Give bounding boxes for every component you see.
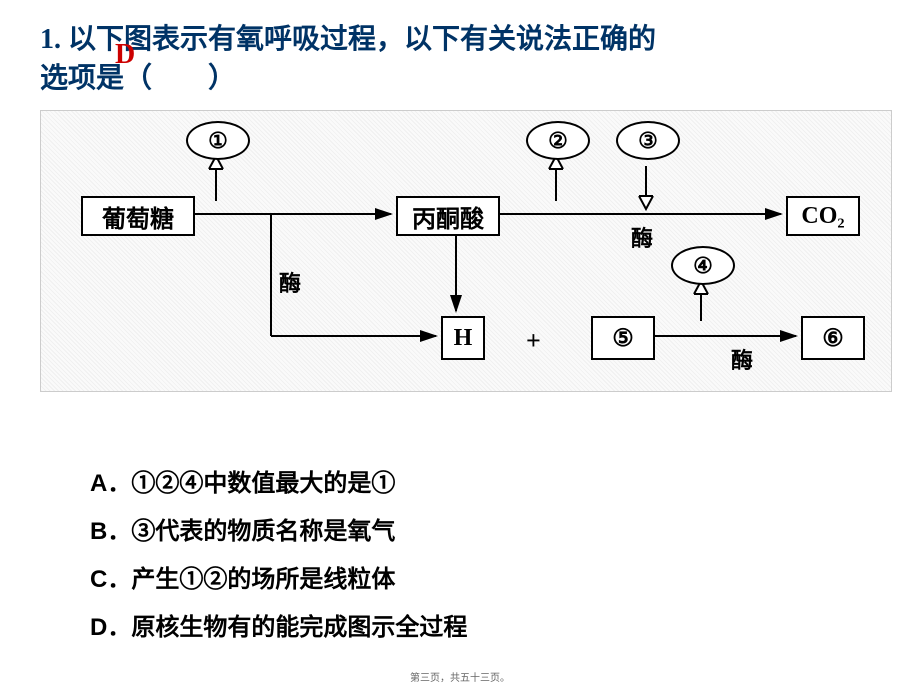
option-a: A．①②④中数值最大的是① [90,460,467,508]
box-glucose: 葡萄糖 [81,196,195,236]
answer-options: A．①②④中数值最大的是① B．③代表的物质名称是氧气 C．产生①②的场所是线粒… [90,460,467,652]
box-co2: CO₂ [786,196,860,236]
box-pyruvate-label: 丙酮酸 [412,199,484,234]
box-co2-label: CO₂ [801,203,844,230]
ellipse-1: ① [186,121,250,160]
box-5: ⑤ [591,316,655,360]
box-6-label: ⑥ [822,324,844,353]
box-glucose-label: 葡萄糖 [102,199,174,234]
option-d: D．原核生物有的能完成图示全过程 [90,604,467,652]
box-h: H [441,316,485,360]
label-enzyme1: 酶 [279,266,301,298]
answer-mark: D [115,39,135,71]
label-enzyme2: 酶 [631,221,653,253]
label-plus: + [526,326,541,356]
ellipse-4: ④ [671,246,735,285]
question-title: 1. 以下图表示有氧呼吸过程，以下有关说法正确的 选项是（ ） [40,20,840,98]
box-6: ⑥ [801,316,865,360]
ellipse-2-label: ② [548,128,568,154]
label-enzyme3: 酶 [731,343,753,375]
box-pyruvate: 丙酮酸 [396,196,500,236]
title-line2: 选项是（ ） [40,63,236,94]
ellipse-4-label: ④ [693,253,713,279]
ellipse-3: ③ [616,121,680,160]
box-h-label: H [454,325,473,352]
page-footer: 第三页，共五十三页。 [0,669,920,684]
ellipse-2: ② [526,121,590,160]
box-5-label: ⑤ [612,324,634,353]
option-b: B．③代表的物质名称是氧气 [90,508,467,556]
ellipse-3-label: ③ [638,128,658,154]
ellipse-1-label: ① [208,128,228,154]
respiration-diagram: ① ② ③ ④ 葡萄糖 丙酮酸 CO₂ H ⑤ ⑥ 酶 酶 酶 + [40,110,892,392]
option-c: C．产生①②的场所是线粒体 [90,556,467,604]
